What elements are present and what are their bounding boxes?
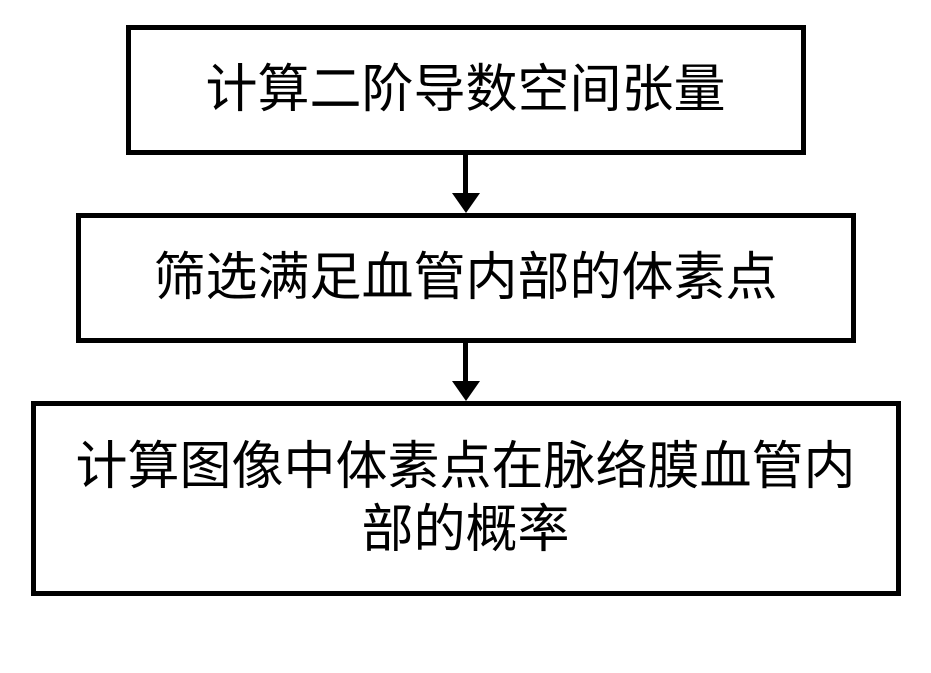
node-2-label: 筛选满足血管内部的体素点	[153, 247, 777, 309]
node-3-label: 计算图像中体素点在脉络膜血管内部的概率	[56, 436, 876, 561]
arrow-2-line	[463, 343, 468, 381]
flowchart-node-2: 筛选满足血管内部的体素点	[76, 213, 856, 343]
arrow-1	[452, 155, 480, 213]
arrow-2-head	[452, 381, 480, 401]
flowchart: 计算二阶导数空间张量 筛选满足血管内部的体素点 计算图像中体素点在脉络膜血管内部…	[31, 25, 901, 596]
arrow-1-line	[463, 155, 468, 193]
arrow-2	[452, 343, 480, 401]
arrow-1-head	[452, 193, 480, 213]
flowchart-node-3: 计算图像中体素点在脉络膜血管内部的概率	[31, 401, 901, 596]
flowchart-node-1: 计算二阶导数空间张量	[126, 25, 806, 155]
node-1-label: 计算二阶导数空间张量	[205, 59, 725, 121]
